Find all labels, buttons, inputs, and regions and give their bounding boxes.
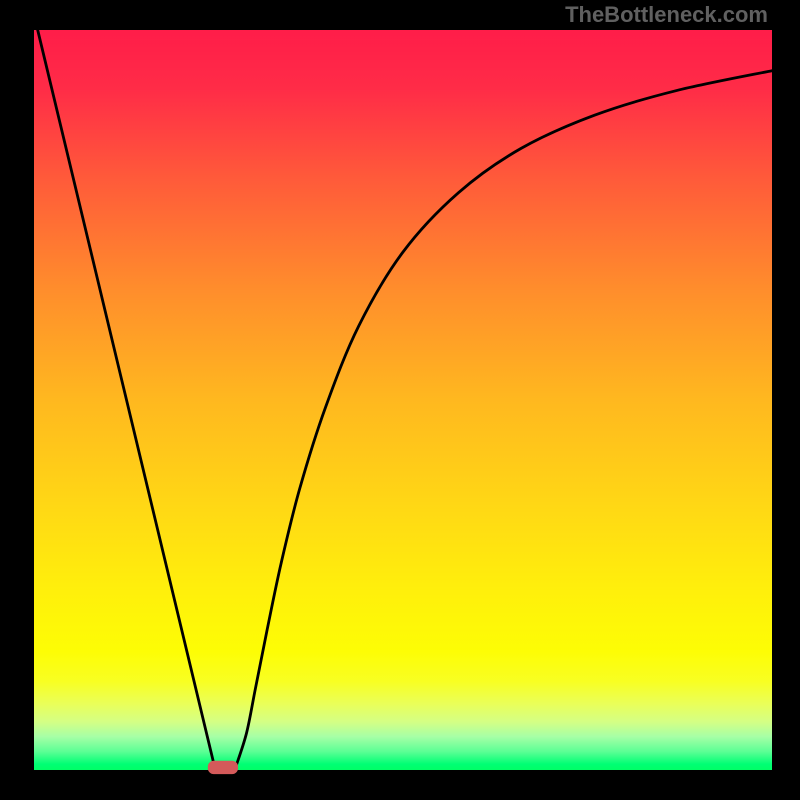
optimum-marker — [208, 761, 238, 774]
bottleneck-chart — [0, 0, 800, 800]
watermark-text: TheBottleneck.com — [565, 2, 768, 28]
chart-container: TheBottleneck.com — [0, 0, 800, 800]
plot-background — [34, 30, 772, 770]
